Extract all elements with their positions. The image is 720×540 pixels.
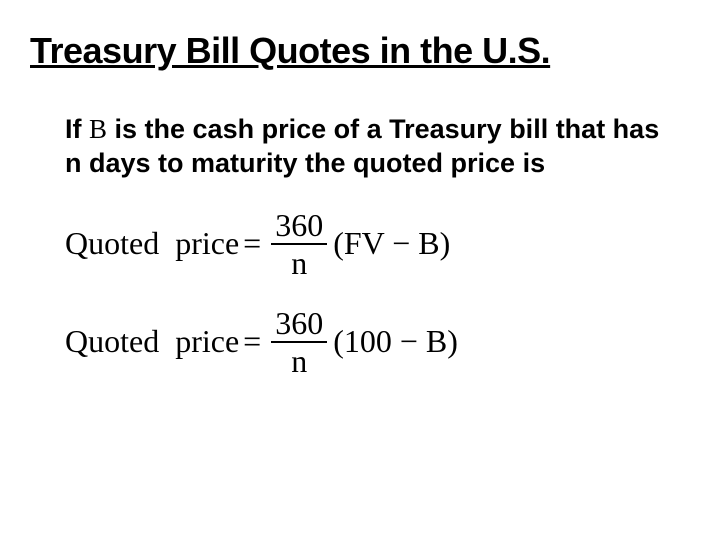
fraction: 360 n	[271, 209, 327, 279]
body-suffix: is the cash price of a Treasury bill tha…	[65, 114, 659, 178]
fraction-numerator: 360	[271, 209, 327, 243]
fraction-denominator: n	[287, 343, 311, 377]
body-prefix: If	[65, 114, 89, 144]
formula-1: Quoted price = 360 n (FV − B)	[65, 209, 690, 279]
formula-lhs: Quoted price	[65, 323, 239, 360]
fraction: 360 n	[271, 307, 327, 377]
formula-eq: =	[239, 225, 267, 262]
slide-title: Treasury Bill Quotes in the U.S.	[30, 30, 690, 71]
formula-tail: (100 − B)	[331, 323, 458, 360]
formula-eq: =	[239, 323, 267, 360]
formula-lhs: Quoted price	[65, 225, 239, 262]
fraction-denominator: n	[287, 245, 311, 279]
formula-2: Quoted price = 360 n (100 − B)	[65, 307, 690, 377]
slide: Treasury Bill Quotes in the U.S. If B is…	[0, 0, 720, 540]
fraction-numerator: 360	[271, 307, 327, 341]
body-symbol: B	[89, 114, 107, 144]
formula-block: Quoted price = 360 n (FV − B) Quoted pri…	[65, 209, 690, 377]
formula-tail: (FV − B)	[331, 225, 450, 262]
body-text: If B is the cash price of a Treasury bil…	[65, 113, 670, 181]
